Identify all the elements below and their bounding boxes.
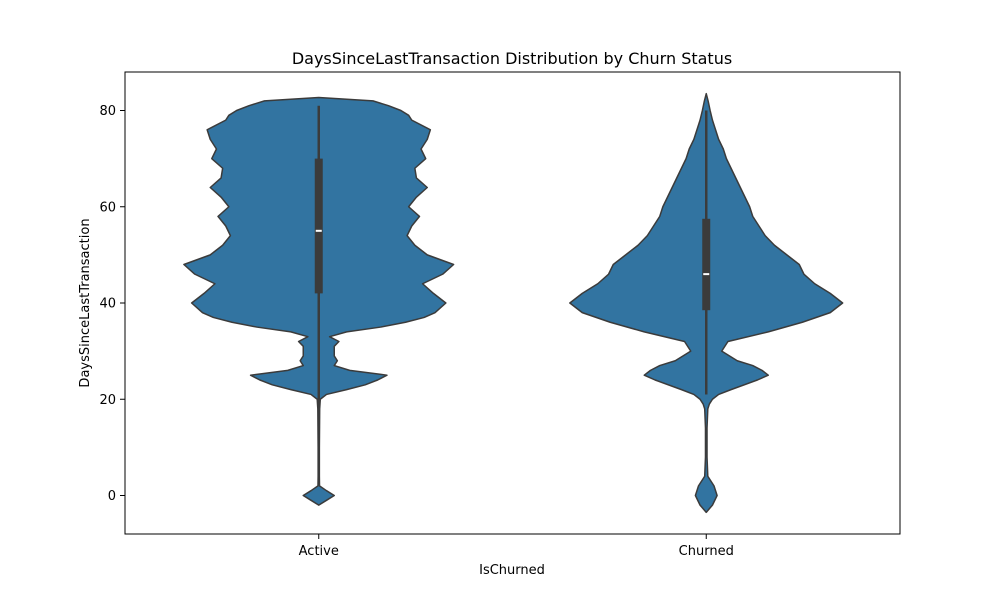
x-tick-label: Churned (679, 544, 734, 559)
x-axis-label: IsChurned (479, 563, 545, 578)
y-axis-label: DaysSinceLastTransaction (78, 218, 93, 387)
box-group (314, 105, 711, 472)
y-tick-label: 20 (99, 393, 116, 408)
y-tick-label: 0 (108, 489, 116, 504)
iqr-box-churned (702, 218, 711, 311)
x-axis: Active Churned (299, 534, 734, 559)
chart-title: DaysSinceLastTransaction Distribution by… (292, 49, 732, 68)
y-tick-label: 60 (99, 200, 116, 215)
y-tick-label: 80 (99, 104, 116, 119)
y-tick-label: 40 (99, 297, 116, 312)
x-tick-label: Active (299, 544, 339, 559)
iqr-box-active (314, 158, 323, 294)
y-axis: 0 20 40 60 80 (99, 104, 125, 504)
